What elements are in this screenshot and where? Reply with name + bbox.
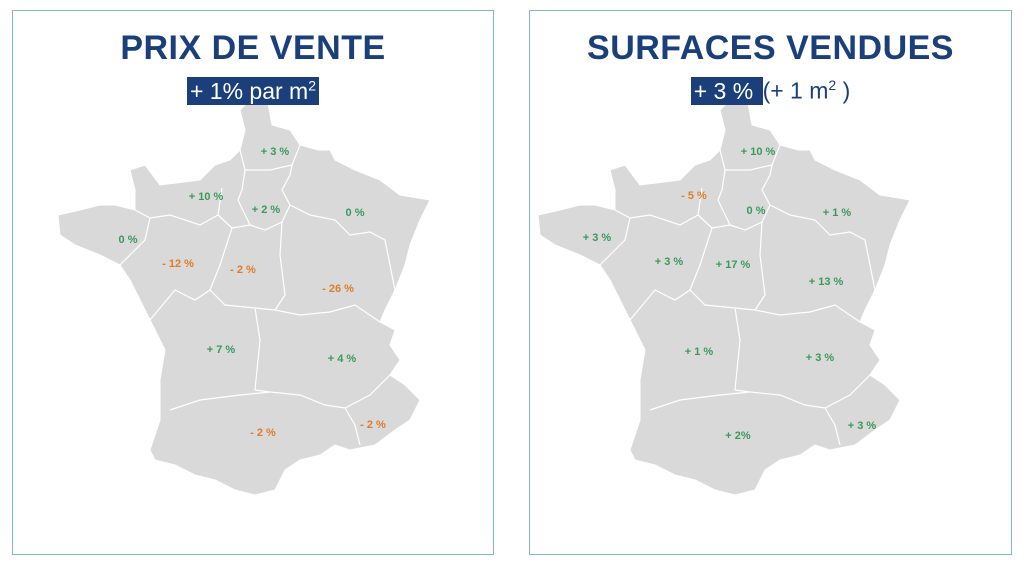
subtitle-end: ) xyxy=(836,77,851,104)
left-region-label-ile-de-france: + 2 % xyxy=(251,204,281,216)
panel-title: SURFACES VENDUES xyxy=(587,29,954,67)
right-region-label-bretagne: + 3 % xyxy=(582,232,612,244)
right-region-label-grand-est: + 1 % xyxy=(822,207,852,219)
right-region-label-paca: + 3 % xyxy=(847,420,877,432)
left-region-label-hauts-de-france: + 3 % xyxy=(260,146,290,158)
right-region-label-centre-val-de-loire: + 17 % xyxy=(715,259,751,271)
subtitle-value: + 3 % xyxy=(690,76,763,105)
right-region-label-auvergne-rhone-alpes: + 3 % xyxy=(805,352,835,364)
left-region-label-auvergne-rhone-alpes: + 4 % xyxy=(327,353,357,365)
right-region-label-normandie: - 5 % xyxy=(681,190,707,202)
left-region-label-occitanie: - 2 % xyxy=(250,427,276,439)
surfaces-vendues-panel: SURFACES VENDUES + 3 % (+ 1 m2 ) xyxy=(529,10,1012,555)
right-region-label-occitanie: + 2% xyxy=(725,430,751,442)
panel-subtitle: + 3 % (+ 1 m2 ) xyxy=(530,76,1011,105)
subtitle-detail: (+ 1 m xyxy=(762,77,829,104)
right-region-label-nouvelle-aquitaine: + 1 % xyxy=(684,346,714,358)
left-region-label-bourgogne-franche-comte: - 26 % xyxy=(322,283,354,295)
right-region-label-hauts-de-france: + 10 % xyxy=(740,146,776,158)
left-region-label-paca: - 2 % xyxy=(360,419,386,431)
left-region-label-bretagne: 0 % xyxy=(118,234,138,246)
panel-subtitle: + 1% par m2 xyxy=(13,76,493,105)
subtitle-sup: 2 xyxy=(828,77,837,93)
prix-de-vente-panel: PRIX DE VENTE + 1% par m2 xyxy=(12,10,494,555)
subtitle-value: + 1% par m xyxy=(189,77,309,104)
left-region-label-grand-est: 0 % xyxy=(345,207,365,219)
panel-title: PRIX DE VENTE xyxy=(120,29,386,67)
right-region-label-bourgogne-franche-comte: + 13 % xyxy=(808,276,844,288)
left-region-label-pays-de-la-loire: - 12 % xyxy=(162,258,194,270)
right-region-label-ile-de-france: 0 % xyxy=(746,205,766,217)
left-region-label-normandie: + 10 % xyxy=(188,191,224,203)
left-region-label-nouvelle-aquitaine: + 7 % xyxy=(206,344,236,356)
left-region-label-centre-val-de-loire: - 2 % xyxy=(230,264,256,276)
subtitle-sup: 2 xyxy=(308,77,317,93)
right-region-label-pays-de-la-loire: + 3 % xyxy=(654,256,684,268)
